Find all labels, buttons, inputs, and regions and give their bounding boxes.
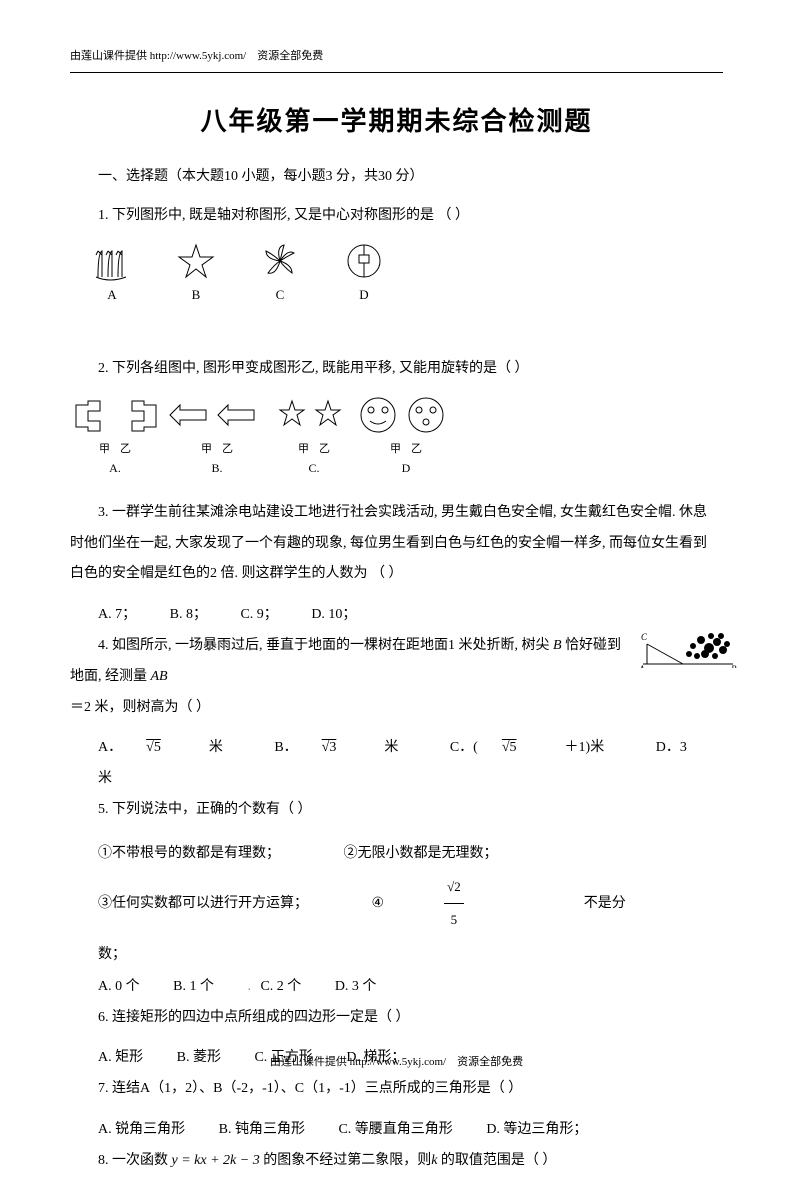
question-7: 7. 连结A（1，2）、B（-2，-1）、C（1，-1）三点所成的三角形是（ ） bbox=[70, 1074, 723, 1105]
q1-figure-d: D bbox=[342, 241, 386, 306]
q4-options: A．√5米 B．√3米 C．(√5＋1)米 D．3 米 bbox=[98, 733, 723, 795]
header-source: 由莲山课件提供 http://www.5ykj.com/ bbox=[70, 50, 246, 62]
q1-text: 1. 下列图形中, 既是轴对称图形, 又是中心对称图形的是 （ ） bbox=[98, 208, 469, 223]
page-footer: 由莲山课件提供 http://www.5ykj.com/ 资源全部免费 bbox=[0, 1054, 793, 1072]
q4-line1a: 4. 如图所示, 一场暴雨过后, 垂直于地面的一棵树在距地面1 米处折断, 树尖 bbox=[98, 638, 550, 653]
q2-label-b: B. bbox=[211, 459, 222, 478]
q3-opt-b: B. 8； bbox=[170, 607, 207, 622]
q3-line1: 3. 一群学生前往某滩涂电站建设工地进行社会实践活动, 男生戴白色安全帽, 女生… bbox=[70, 498, 723, 529]
q8-post: 的图象不经过第二象限，则 bbox=[260, 1153, 432, 1168]
header-resource: 资源全部免费 bbox=[257, 50, 323, 62]
q2-label-a: A. bbox=[109, 459, 121, 478]
q3-opt-d: D. 10； bbox=[311, 607, 356, 622]
q3-opt-a: A. 7； bbox=[98, 607, 136, 622]
q5-options: A. 0 个 B. 1 个 . C. 2 个 D. 3 个 bbox=[98, 972, 723, 1003]
header-rule bbox=[70, 72, 723, 73]
q7-opt-c: C. 等腰直角三角形 bbox=[338, 1122, 452, 1137]
q2-label-d: D bbox=[402, 459, 411, 478]
q8-pre: 8. 一次函数 bbox=[98, 1153, 172, 1168]
q5-stmts-1: ①不带根号的数都是有理数； ②无限小数都是无理数； bbox=[98, 836, 723, 871]
question-6: 6. 连接矩形的四边中点所组成的四边形一定是（ ） bbox=[70, 1003, 723, 1034]
pinwheel-icon bbox=[258, 241, 302, 281]
footer-source: 由莲山课件提供 http://www.5ykj.com/ bbox=[270, 1056, 446, 1068]
tree-figure-icon: C A B bbox=[633, 626, 743, 668]
q8-eq: y = kx + 2k − 3 bbox=[172, 1153, 260, 1168]
q2-sub-c1: 甲 bbox=[298, 441, 309, 459]
q2-figure-d: 甲乙 D bbox=[356, 395, 456, 478]
q1-label-b: B bbox=[192, 285, 201, 306]
q5-dot: . bbox=[247, 979, 251, 994]
q7-opt-a: A. 锐角三角形 bbox=[98, 1122, 185, 1137]
question-1: 1. 下列图形中, 既是轴对称图形, 又是中心对称图形的是 （ ） bbox=[70, 201, 723, 232]
q5-opt-a: A. 0 个 bbox=[98, 979, 140, 994]
stars-icon bbox=[274, 395, 354, 441]
q1-figure-b: B bbox=[174, 241, 218, 306]
q3-options: A. 7； B. 8； C. 9； D. 10； bbox=[98, 600, 723, 631]
q1-label-a: A bbox=[107, 285, 116, 306]
q5-opt-b: B. 1 个 bbox=[173, 979, 214, 994]
q4-var-b: B bbox=[550, 638, 566, 653]
q2-label-c: C. bbox=[308, 459, 319, 478]
q2-sub-d2: 乙 bbox=[411, 441, 422, 459]
q1-figures: A B C D bbox=[90, 241, 723, 306]
q2-sub-d1: 甲 bbox=[390, 441, 401, 459]
svg-text:C: C bbox=[641, 632, 648, 642]
q2-figures: 甲乙 A. 甲乙 B. 甲乙 C. bbox=[70, 395, 723, 478]
page-header: 由莲山课件提供 http://www.5ykj.com/ 资源全部免费 bbox=[70, 48, 723, 66]
q3-opt-c: C. 9； bbox=[240, 607, 277, 622]
q1-label-d: D bbox=[359, 285, 368, 306]
q2-sub-a1: 甲 bbox=[99, 441, 110, 459]
q3-line2: 时他们坐在一起, 大家发现了一个有趣的现象, 每位男生看到白色与红色的安全帽一样… bbox=[70, 529, 723, 560]
svg-text:A: A bbox=[638, 664, 645, 668]
question-4: C A B 4. 如图所示, 一场暴雨过后, 垂直于地面的一棵树在距地面1 米处… bbox=[70, 631, 723, 723]
q1-figure-a: A bbox=[90, 245, 134, 306]
q7-opt-b: B. 钝角三角形 bbox=[219, 1122, 305, 1137]
q5-opt-d: D. 3 个 bbox=[335, 979, 377, 994]
bracket-shapes-icon bbox=[70, 395, 160, 441]
q3-line3: 白色的安全帽是红色的2 倍. 则这群学生的人数为 （ ） bbox=[70, 559, 723, 590]
q4-opt-a: A．√5米 bbox=[98, 740, 247, 755]
q4-line2: ＝2 米，则树高为（ ） bbox=[70, 693, 723, 724]
q2-sub-a2: 乙 bbox=[120, 441, 131, 459]
q7-opt-d: D. 等边三角形； bbox=[486, 1122, 587, 1137]
q5-s1: ①不带根号的数都是有理数； bbox=[98, 846, 280, 861]
question-2: 2. 下列各组图中, 图形甲变成图形乙, 既能用平移, 又能用旋转的是（ ） bbox=[70, 354, 723, 385]
page-title: 八年级第一学期期未综合检测题 bbox=[70, 101, 723, 143]
q5-stmts-2: ③任何实数都可以进行开方运算； ④√25不是分数； bbox=[98, 871, 723, 972]
q2-figure-b: 甲乙 B. bbox=[162, 395, 272, 478]
star-icon bbox=[174, 241, 218, 281]
q5-text: 5. 下列说法中，正确的个数有（ ） bbox=[98, 802, 312, 817]
q7-options: A. 锐角三角形 B. 钝角三角形 C. 等腰直角三角形 D. 等边三角形； bbox=[98, 1115, 723, 1146]
q7-text: 7. 连结A（1，2）、B（-2，-1）、C（1，-1）三点所成的三角形是（ ） bbox=[98, 1081, 522, 1096]
q5-opt-c: C. 2 个 bbox=[260, 979, 301, 994]
q2-figure-a: 甲乙 A. bbox=[70, 395, 160, 478]
question-5: 5. 下列说法中，正确的个数有（ ） bbox=[70, 795, 723, 826]
q4-opt-b: B．√3米 bbox=[274, 740, 422, 755]
q1-figure-c: C bbox=[258, 241, 302, 306]
q8-end: 的取值范围是（ ） bbox=[437, 1153, 556, 1168]
section-heading: 一、选择题（本大题10 小题，每小题3 分，共30 分） bbox=[70, 166, 723, 188]
arrows-icon bbox=[90, 245, 134, 281]
question-3: 3. 一群学生前往某滩涂电站建设工地进行社会实践活动, 男生戴白色安全帽, 女生… bbox=[70, 498, 723, 590]
q4-var-ab: AB bbox=[147, 669, 168, 684]
svg-text:B: B bbox=[731, 664, 737, 668]
circle-symbol-icon bbox=[342, 241, 386, 281]
q5-s3: ③任何实数都可以进行开方运算； bbox=[98, 896, 308, 911]
face-circles-icon bbox=[356, 395, 456, 441]
arrow-shapes-icon bbox=[162, 395, 272, 441]
footer-resource: 资源全部免费 bbox=[457, 1056, 523, 1068]
q5-s2: ②无限小数都是无理数； bbox=[344, 846, 498, 861]
question-8: 8. 一次函数 y = kx + 2k − 3 的图象不经过第二象限，则k 的取… bbox=[70, 1146, 723, 1177]
q2-sub-b2: 乙 bbox=[222, 441, 233, 459]
q2-figure-c: 甲乙 C. bbox=[274, 395, 354, 478]
q2-sub-b1: 甲 bbox=[201, 441, 212, 459]
q1-label-c: C bbox=[276, 285, 285, 306]
q2-text: 2. 下列各组图中, 图形甲变成图形乙, 既能用平移, 又能用旋转的是（ ） bbox=[98, 361, 529, 376]
q2-sub-c2: 乙 bbox=[319, 441, 330, 459]
q4-opt-c: C．(√5＋1)米 bbox=[450, 740, 628, 755]
q6-text: 6. 连接矩形的四边中点所组成的四边形一定是（ ） bbox=[98, 1010, 410, 1025]
